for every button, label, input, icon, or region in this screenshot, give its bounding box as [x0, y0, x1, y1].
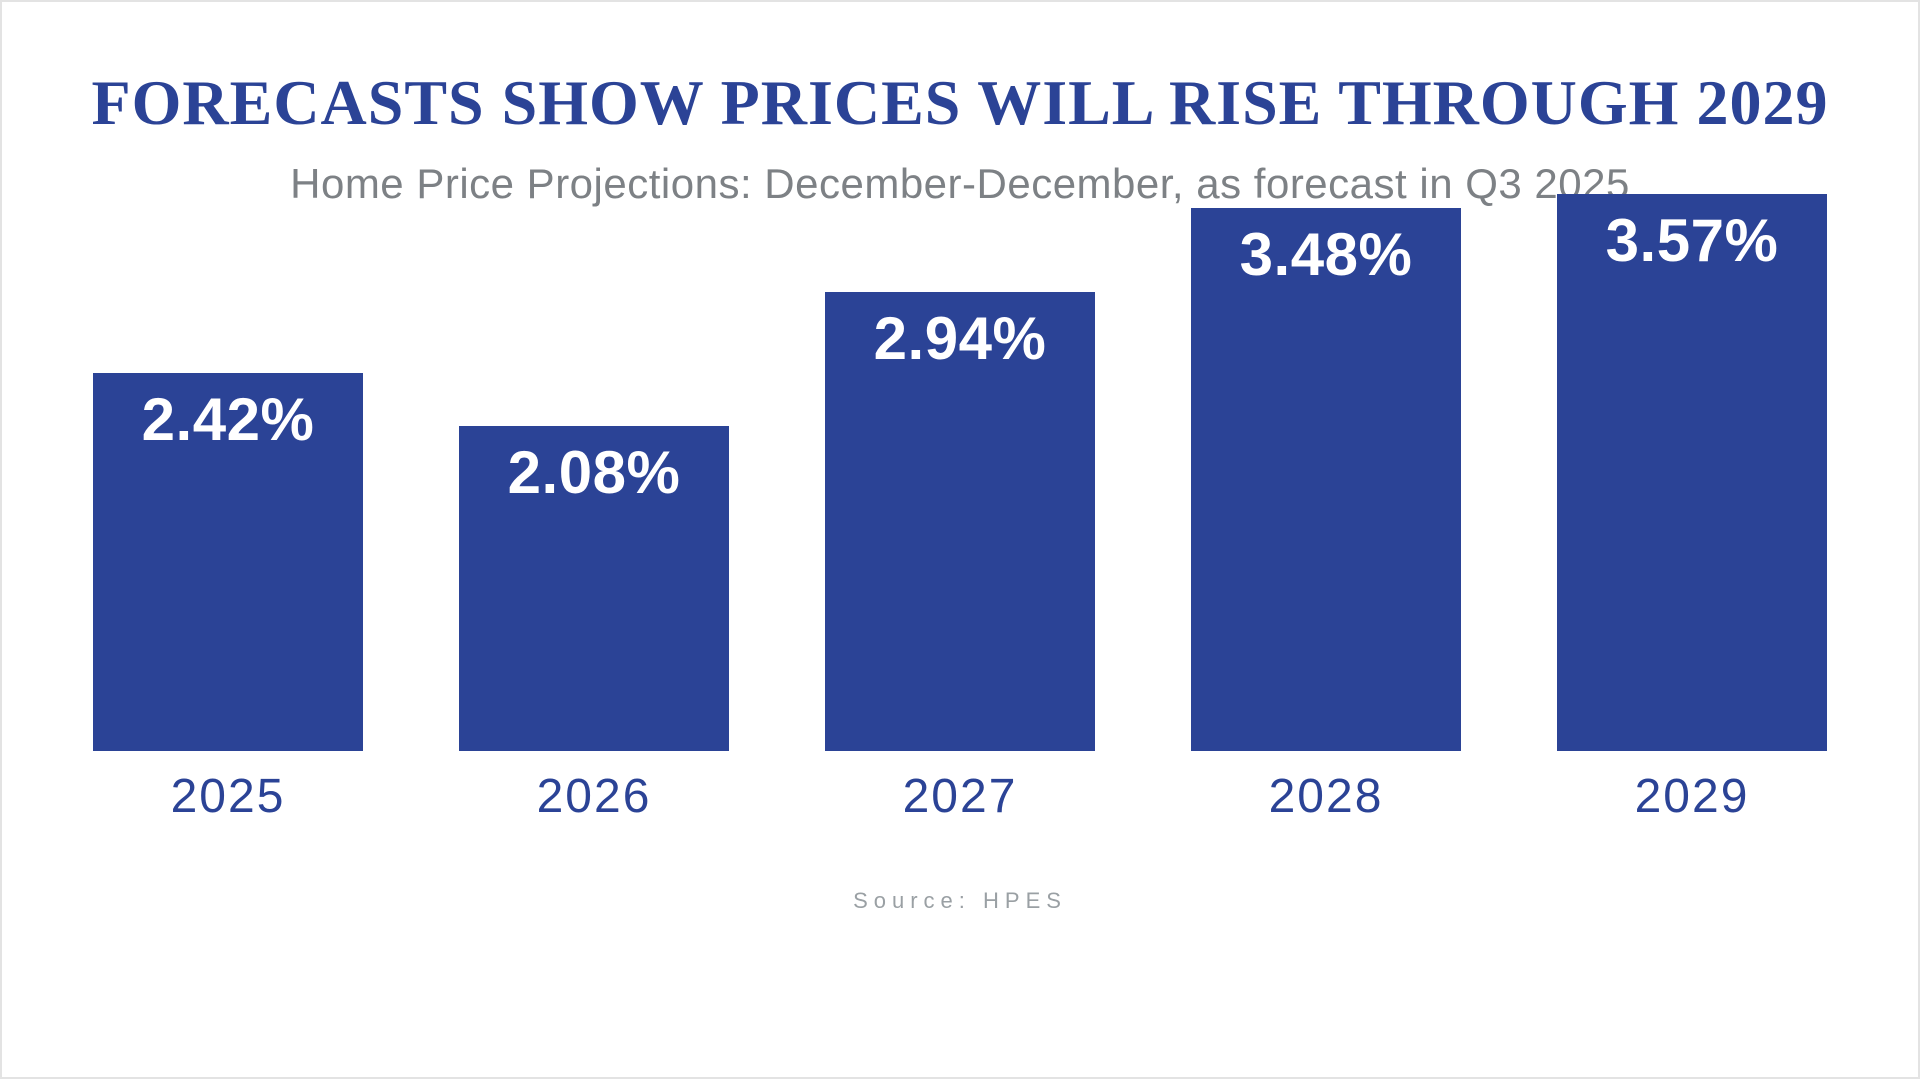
x-axis-label-2029: 2029 — [1634, 770, 1750, 823]
bar-column-2026: 2.08% 2026 — [459, 426, 729, 824]
bar-value-label-2028: 3.48% — [1239, 221, 1413, 288]
bar-chart: 2.42% 2025 2.08% 2026 2.94% 2027 3.48% 2028 3.57… — [93, 194, 1827, 824]
x-axis-label-2028: 2028 — [1268, 770, 1384, 823]
bar-2026: 2.08% — [459, 426, 729, 751]
bar-column-2028: 3.48% 2028 — [1191, 208, 1461, 824]
bar-2027: 2.94% — [825, 292, 1095, 751]
bar-column-2025: 2.42% 2025 — [93, 373, 363, 824]
bar-column-2027: 2.94% 2027 — [825, 292, 1095, 824]
bar-column-2029: 3.57% 2029 — [1557, 194, 1827, 824]
bar-2025: 2.42% — [93, 373, 363, 751]
bar-value-label-2027: 2.94% — [873, 305, 1047, 372]
source-caption: Source: HPES — [853, 888, 1067, 913]
x-axis-label-2026: 2026 — [536, 770, 652, 823]
bar-2028: 3.48% — [1191, 208, 1461, 751]
bar-value-label-2025: 2.42% — [141, 386, 315, 453]
chart-subtitle: Home Price Projections: December-Decembe… — [290, 160, 1630, 207]
bar-2029: 3.57% — [1557, 194, 1827, 751]
bar-value-label-2029: 3.57% — [1605, 207, 1779, 274]
bar-value-label-2026: 2.08% — [507, 439, 681, 506]
x-axis-label-2027: 2027 — [902, 770, 1018, 823]
chart-title: FORECASTS SHOW PRICES WILL RISE THROUGH … — [91, 67, 1829, 138]
x-axis-label-2025: 2025 — [170, 770, 286, 823]
